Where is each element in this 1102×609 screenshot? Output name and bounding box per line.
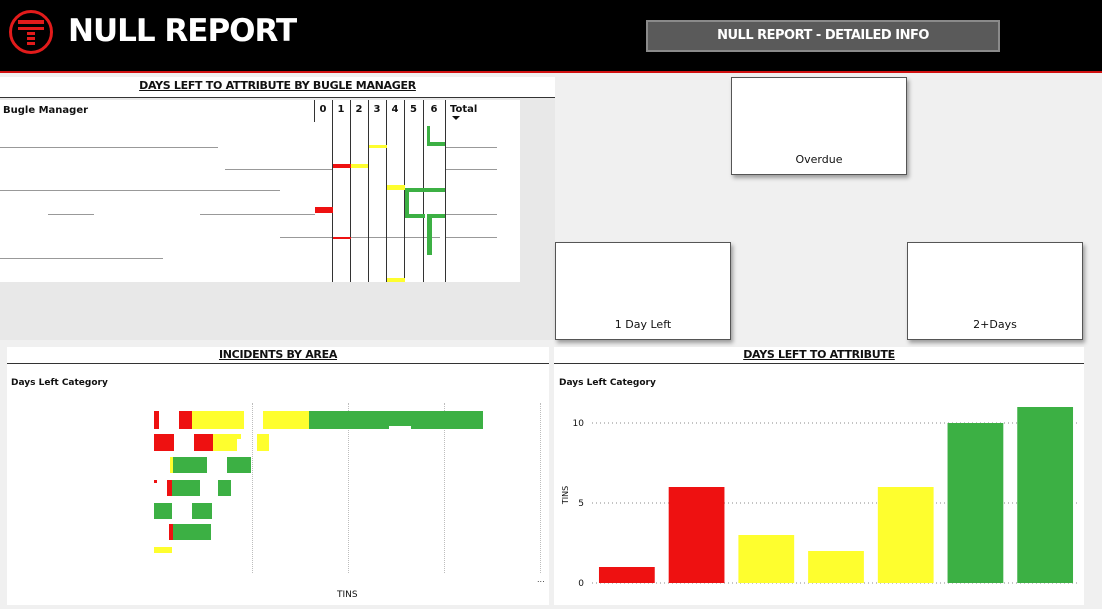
two-plus-days-card[interactable]: 2+Days — [907, 242, 1083, 340]
app-title: NULL REPORT — [68, 13, 297, 49]
bar-5[interactable] — [877, 487, 934, 583]
overdue-card[interactable]: Overdue — [731, 77, 907, 175]
incidents-by-area-panel: INCIDENTS BY AREA Days Left Category TIN… — [7, 347, 549, 605]
bar-1[interactable] — [598, 567, 655, 583]
manager-table: Bugle Manager 0 1 2 3 4 5 6 Total — [0, 100, 520, 282]
y-axis-label: TINS — [561, 486, 570, 505]
bar-3[interactable] — [738, 535, 795, 583]
detailed-info-button[interactable]: NULL REPORT - DETAILED INFO — [646, 20, 1000, 52]
manager-table-panel: DAYS LEFT TO ATTRIBUTE BY BUGLE MANAGER … — [0, 77, 555, 340]
bar-6[interactable] — [947, 423, 1004, 583]
bar-4[interactable] — [808, 551, 864, 583]
days-left-chart-panel: DAYS LEFT TO ATTRIBUTE Days Left Categor… — [554, 347, 1084, 605]
column-header-day-2[interactable]: 2 — [355, 104, 363, 115]
y-tick-5: 5 — [578, 499, 584, 509]
sort-desc-icon[interactable] — [452, 116, 460, 120]
bugle-manager-header[interactable]: Bugle Manager — [3, 105, 89, 116]
y-tick-0: 0 — [578, 579, 584, 589]
column-header-total[interactable]: Total — [450, 104, 478, 115]
manager-table-title: DAYS LEFT TO ATTRIBUTE BY BUGLE MANAGER — [139, 79, 416, 92]
column-header-day-3[interactable]: 3 — [373, 104, 381, 115]
incidents-x-axis-label: TINS — [337, 590, 358, 600]
app-header: NULL REPORT NULL REPORT - DETAILED INFO — [0, 0, 1102, 73]
bar-7[interactable] — [1017, 407, 1074, 583]
column-header-day-5[interactable]: 5 — [410, 104, 417, 115]
overdue-label: Overdue — [795, 153, 843, 166]
incidents-legend-label: Days Left Category — [11, 378, 108, 388]
days-left-bar-chart: TINS 0 5 10 — [561, 407, 1080, 589]
days-left-legend-label: Days Left Category — [559, 378, 656, 388]
days-left-chart-title: DAYS LEFT TO ATTRIBUTE — [743, 348, 895, 361]
two-plus-days-label: 2+Days — [973, 318, 1017, 331]
brand-logo-icon — [9, 10, 53, 54]
column-header-day-4[interactable]: 4 — [391, 104, 399, 115]
y-tick-10: 10 — [573, 419, 585, 429]
bar-2[interactable] — [668, 487, 725, 583]
one-day-left-card[interactable]: 1 Day Left — [555, 242, 731, 340]
column-header-day-6[interactable]: 6 — [430, 104, 438, 115]
incidents-by-area-title: INCIDENTS BY AREA — [218, 348, 338, 361]
one-day-left-label: 1 Day Left — [614, 318, 672, 331]
column-header-day-1[interactable]: 1 — [337, 104, 345, 115]
incidents-axis-tick: ... — [537, 575, 545, 584]
column-header-day-0[interactable]: 0 — [319, 104, 327, 115]
